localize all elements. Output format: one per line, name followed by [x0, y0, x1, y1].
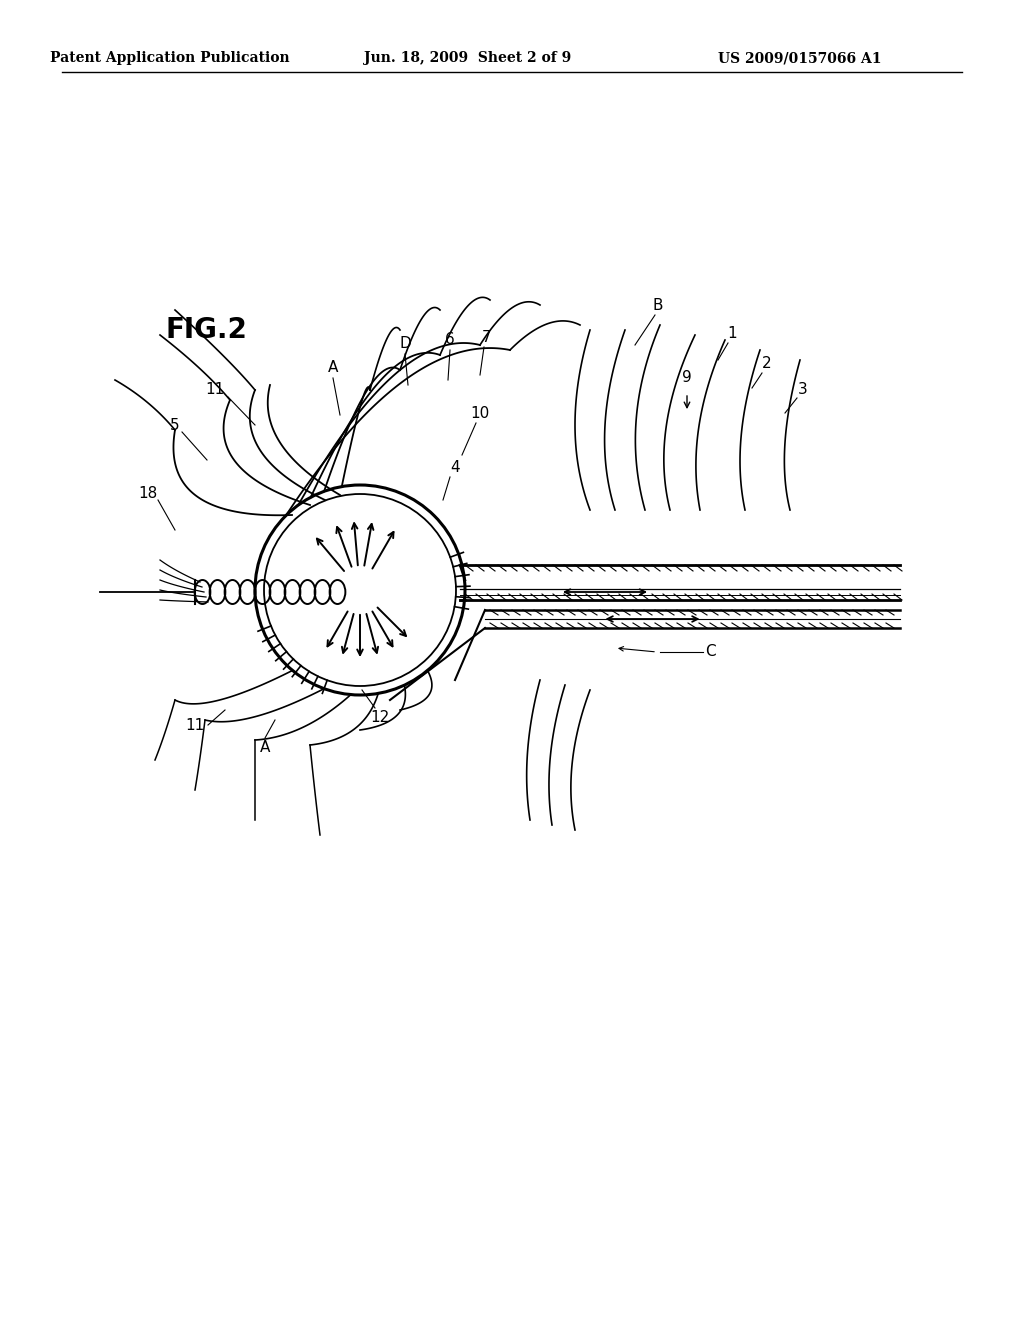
Text: 10: 10	[470, 405, 489, 421]
Text: FIG.2: FIG.2	[165, 315, 247, 345]
Text: Jun. 18, 2009  Sheet 2 of 9: Jun. 18, 2009 Sheet 2 of 9	[365, 51, 571, 65]
Text: A: A	[328, 360, 338, 375]
Text: 9: 9	[682, 371, 692, 385]
Text: US 2009/0157066 A1: US 2009/0157066 A1	[718, 51, 882, 65]
Text: 6: 6	[445, 333, 455, 347]
Text: B: B	[652, 297, 664, 313]
Text: 18: 18	[138, 486, 158, 500]
Text: 11: 11	[206, 383, 224, 397]
Text: 11: 11	[185, 718, 205, 733]
Text: 12: 12	[371, 710, 389, 726]
Text: C: C	[705, 644, 716, 660]
Text: D: D	[399, 337, 411, 351]
Text: 5: 5	[170, 417, 180, 433]
Text: 3: 3	[798, 383, 808, 397]
Text: 4: 4	[451, 459, 460, 474]
Text: 7: 7	[482, 330, 492, 345]
Text: 2: 2	[762, 355, 772, 371]
Text: A: A	[260, 741, 270, 755]
Text: 1: 1	[727, 326, 737, 341]
Text: Patent Application Publication: Patent Application Publication	[50, 51, 290, 65]
